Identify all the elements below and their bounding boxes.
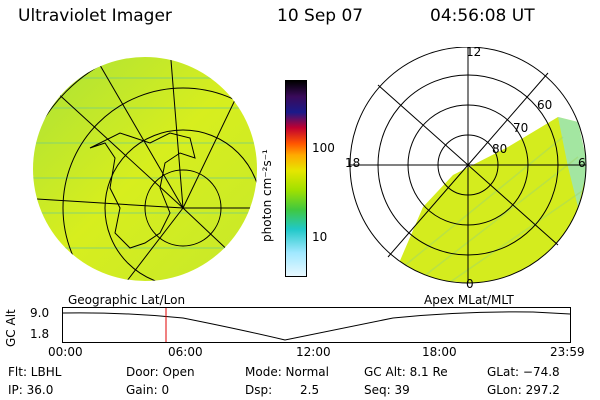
instrument-title: Ultraviolet Imager: [18, 6, 172, 26]
right-panel-caption: Apex MLat/MLT: [424, 293, 514, 307]
seq-status: Seq: 39: [364, 383, 410, 397]
door-status: Door: Open: [126, 365, 195, 379]
glon-status: GLon: 297.2: [487, 383, 560, 397]
colorbar-gradient: [286, 81, 306, 276]
dsp-label: Dsp:: [245, 383, 273, 397]
colorbar-unit-label: photon cm⁻²s⁻¹: [260, 149, 274, 242]
timeline-xtick-1800: 18:00: [422, 345, 457, 359]
timeline-xtick-0000: 00:00: [48, 345, 83, 359]
gc-alt-status: GC Alt: 8.1 Re: [364, 365, 448, 379]
mlt-label-6: 6: [578, 156, 586, 170]
mlat-label-70: 70: [513, 121, 529, 135]
mode-status: Mode: Normal: [245, 365, 329, 379]
geographic-image: [33, 57, 257, 281]
dsp-value: 2.5: [300, 383, 320, 397]
time-label: 04:56:08 UT: [430, 6, 535, 26]
mlt-label-12: 12: [466, 45, 482, 59]
glat-status: GLat: −74.8: [487, 365, 560, 379]
timeline-xtick-2359: 23:59: [550, 345, 585, 359]
colorbar-tick-100: 100: [312, 141, 335, 155]
colorbar-tick-10: 10: [312, 230, 328, 244]
timeline-xtick-0600: 06:00: [168, 345, 203, 359]
mlt-label-0: 0: [466, 277, 474, 291]
timeline-ylabel: GC Alt: [4, 309, 18, 347]
magnetic-polar-plot: [349, 47, 587, 284]
altitude-curve: [62, 308, 571, 342]
timeline-xtick-1200: 12:00: [296, 345, 331, 359]
altitude-timeline: [62, 307, 571, 343]
mlat-label-80: 80: [492, 142, 508, 156]
mlt-label-18: 18: [345, 156, 361, 170]
date-label: 10 Sep 07: [277, 6, 364, 26]
colorbar: [285, 80, 307, 277]
ip-status: IP: 36.0: [8, 383, 54, 397]
filter-status: Flt: LBHL: [8, 365, 62, 379]
timeline-ytick-top: 9.0: [30, 306, 50, 320]
gain-status: Gain: 0: [126, 383, 170, 397]
mlat-label-60: 60: [537, 98, 553, 112]
left-panel-caption: Geographic Lat/Lon: [68, 293, 186, 307]
timeline-ytick-bottom: 1.8: [30, 327, 50, 341]
